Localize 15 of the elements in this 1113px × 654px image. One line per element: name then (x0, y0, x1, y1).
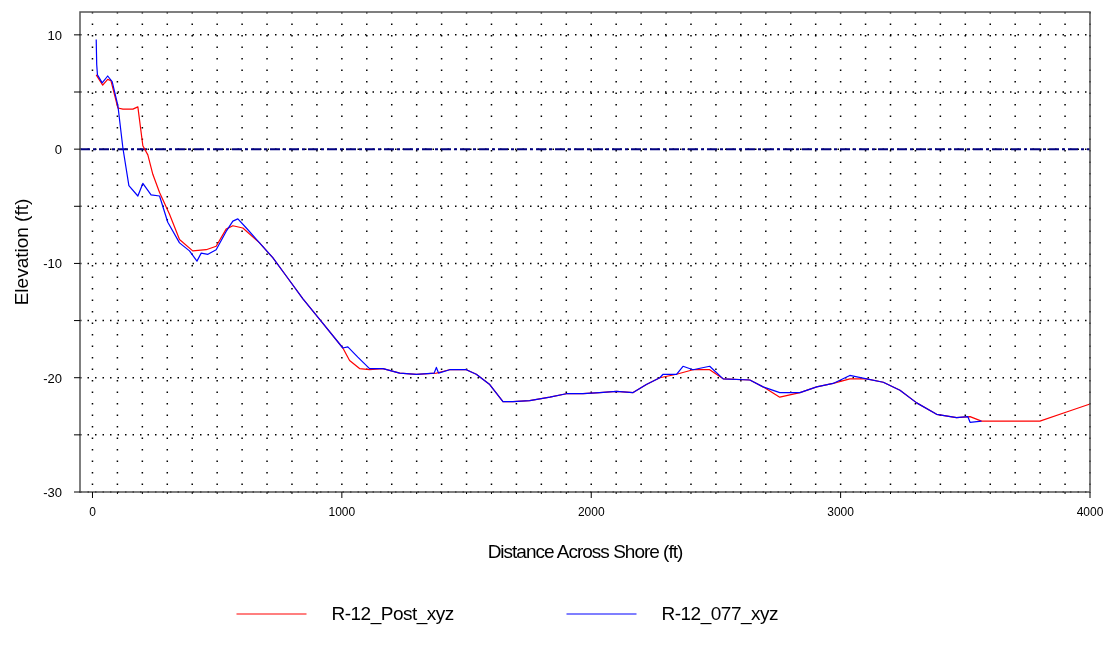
x-tick-label: 0 (89, 505, 97, 519)
y-tick-label: -20 (43, 370, 62, 386)
x-tick-label: 4000 (1076, 505, 1104, 519)
y-tick-label: -10 (43, 256, 62, 272)
y-tick-label: 10 (47, 27, 62, 43)
x-tick-label: 1000 (328, 505, 356, 519)
y-tick-label: 0 (54, 142, 62, 158)
legend-label: R-12_Post_xyz (331, 603, 454, 625)
x-tick-label: 2000 (577, 505, 605, 519)
x-axis-title: Distance Across Shore (ft) (487, 541, 684, 562)
x-tick-label: 3000 (827, 505, 855, 519)
y-tick-label: -30 (43, 485, 62, 500)
y-axis-title: Elevation (ft) (11, 198, 32, 306)
line-series (95, 38, 983, 423)
legend-label: R-12_077_xyz (661, 603, 779, 625)
